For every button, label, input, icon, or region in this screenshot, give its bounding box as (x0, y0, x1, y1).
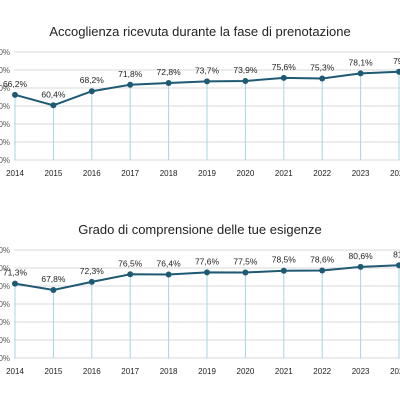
x-tick-label: 2020 (237, 169, 255, 178)
data-point (88, 278, 95, 285)
x-tick-label: 2016 (83, 367, 101, 376)
x-tick-label: 2017 (121, 367, 139, 376)
chart-title: Accoglienza ricevuta durante la fase di … (49, 24, 351, 39)
data-label: 78,5% (272, 255, 297, 265)
data-label: 76,5% (118, 258, 143, 268)
data-point (165, 79, 172, 86)
data-label: 67,8% (41, 274, 66, 284)
data-point (280, 267, 287, 274)
data-label: 80,6% (349, 251, 374, 261)
line-chart: 0%0%0%0%0%0%0%66,2%60,4%68,2%71,8% 72,8% 7… (0, 48, 400, 178)
y-tick-label: 0% (0, 282, 10, 291)
y-tick-label: 0% (0, 156, 10, 165)
data-point (319, 267, 326, 274)
chart-comprensione: Grado di comprensione delle tue esigenze… (0, 200, 400, 400)
data-point (12, 91, 18, 98)
y-tick-label: 0% (0, 138, 10, 147)
data-label: 60,4% (41, 89, 66, 99)
chart-accoglienza: Accoglienza ricevuta durante la fase di … (0, 24, 400, 178)
data-label: 73,9% (233, 65, 258, 75)
data-label: 78,1% (349, 57, 374, 67)
data-point (50, 102, 57, 109)
data-label: 72,8% (157, 67, 182, 77)
y-tick-label: 0% (0, 336, 10, 345)
x-tick-label: 2023 (352, 169, 370, 178)
y-tick-label: 0% (0, 120, 10, 129)
data-point (12, 280, 18, 287)
data-point (127, 81, 134, 88)
y-tick-label: 0% (0, 84, 10, 93)
data-point (165, 271, 172, 278)
x-tick-label: 2019 (198, 169, 216, 178)
chart-title: Grado di comprensione delle tue esigenze (78, 222, 322, 237)
x-tick-label: 2020 (237, 367, 255, 376)
data-label: 79, (393, 56, 400, 66)
x-tick-label: 2024 (390, 367, 400, 376)
x-tick-label: 2023 (352, 367, 370, 376)
x-tick-label: 2015 (45, 169, 63, 178)
data-point (396, 68, 400, 75)
data-label: 71,3% (3, 268, 28, 278)
x-tick-label: 2022 (313, 169, 331, 178)
y-tick-label: 0% (0, 300, 10, 309)
y-tick-label: 0% (0, 66, 10, 75)
x-tick-label: 2017 (121, 169, 139, 178)
y-tick-label: 0% (0, 48, 10, 57)
data-label: 76,4% (157, 258, 182, 268)
y-tick-label: 0% (0, 102, 10, 111)
data-point (242, 269, 249, 276)
data-label: 72,3% (80, 266, 105, 276)
data-label: 73,7% (195, 65, 220, 75)
x-tick-label: 2014 (6, 169, 24, 178)
data-label: 78,6% (310, 255, 335, 265)
data-label: 75,3% (310, 62, 335, 72)
x-tick-label: 2014 (6, 367, 24, 376)
x-tick-label: 2016 (83, 169, 101, 178)
data-point (357, 263, 364, 270)
x-tick-label: 2024 (390, 169, 400, 178)
data-point (50, 286, 57, 293)
y-tick-label: 0% (0, 318, 10, 327)
line-chart: 0%0%0%0%0%0%0%71,3%67,8%72,3%76,5% 76,4% 7… (0, 246, 400, 376)
x-tick-label: 2019 (198, 367, 216, 376)
data-point (319, 75, 326, 82)
x-tick-label: 2021 (275, 169, 293, 178)
data-point (396, 262, 400, 269)
data-label: 75,6% (272, 62, 297, 72)
x-tick-label: 2022 (313, 367, 331, 376)
y-tick-label: 0% (0, 246, 10, 255)
y-tick-label: 0% (0, 264, 10, 273)
x-tick-label: 2018 (160, 169, 178, 178)
x-tick-label: 2021 (275, 367, 293, 376)
x-tick-label: 2015 (45, 367, 63, 376)
x-tick-label: 2018 (160, 367, 178, 376)
data-point (127, 271, 134, 278)
data-label: 81, (393, 249, 400, 259)
data-point (242, 77, 249, 84)
data-point (280, 74, 287, 81)
data-point (204, 78, 210, 85)
data-label: 66,2% (3, 79, 28, 89)
data-point (357, 70, 364, 77)
data-point (88, 88, 95, 95)
data-point (204, 269, 210, 276)
data-label: 77,5% (233, 257, 258, 267)
data-label: 77,6% (195, 256, 220, 266)
data-label: 71,8% (118, 69, 143, 79)
data-label: 68,2% (80, 75, 105, 85)
y-tick-label: 0% (0, 354, 10, 363)
